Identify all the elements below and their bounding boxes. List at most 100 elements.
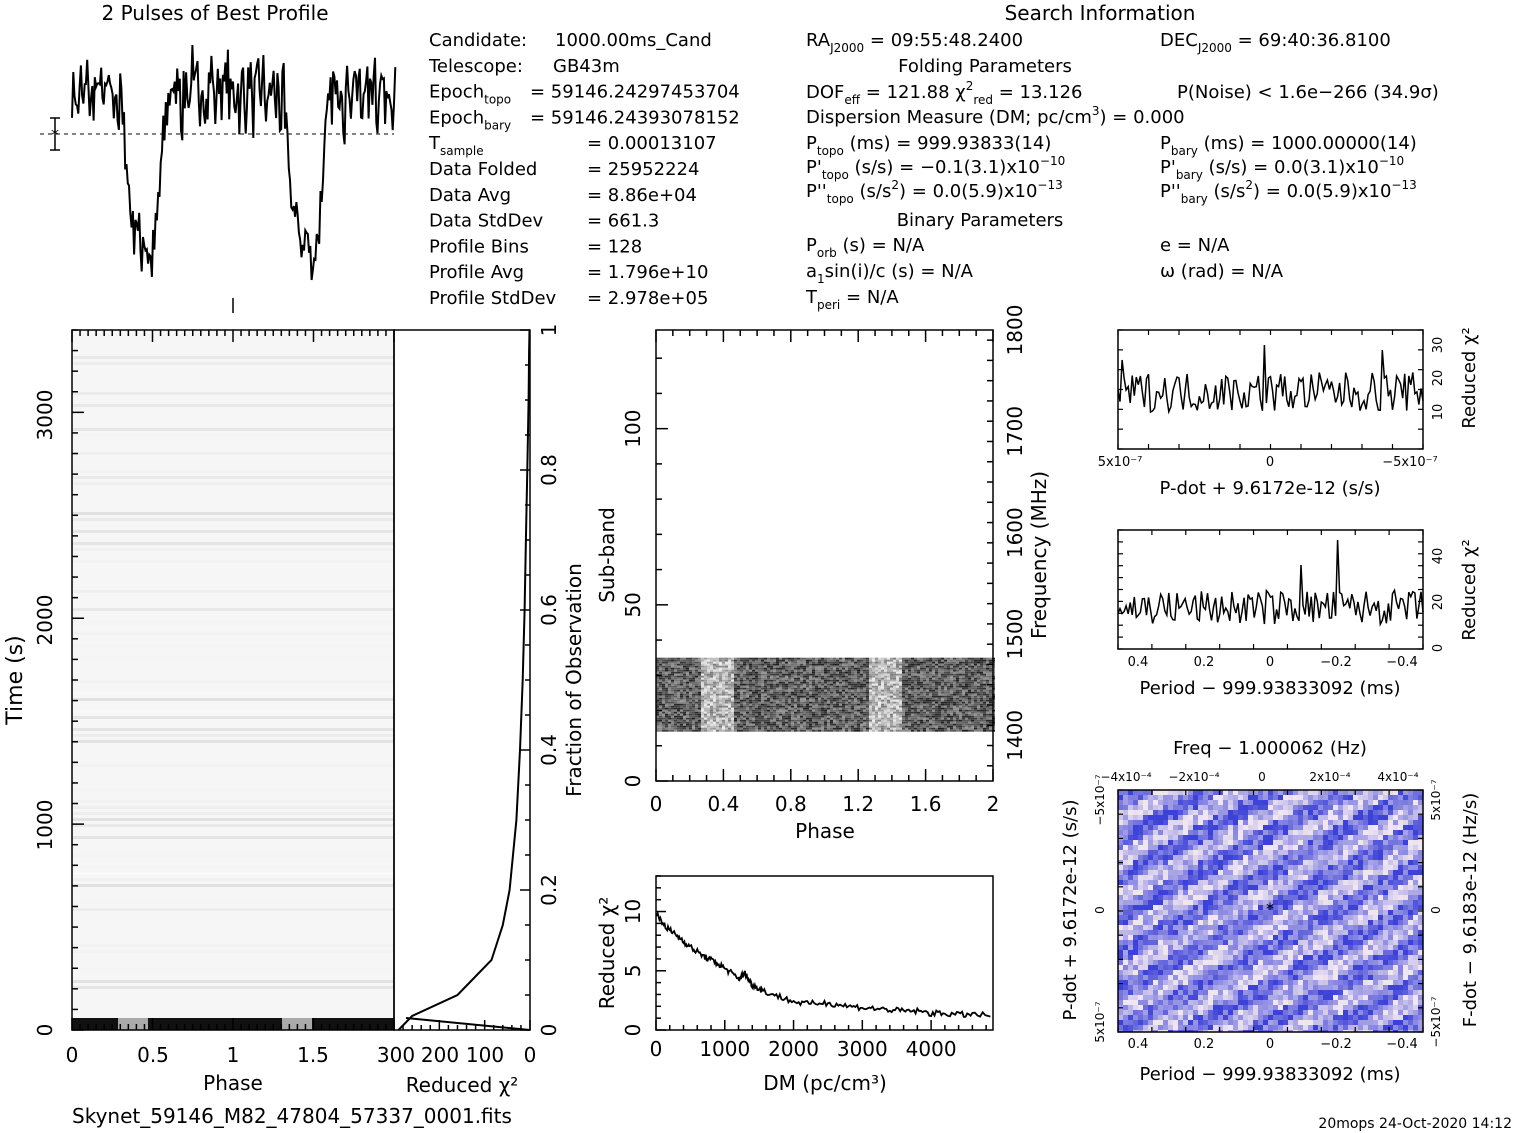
subband-pixel [941, 661, 944, 664]
subband-pixel [902, 695, 905, 698]
subband-pixel [962, 657, 965, 660]
subband-pixel [710, 691, 713, 694]
subband-pixel [947, 721, 950, 724]
subband-pixel [710, 727, 713, 730]
subband-pixel [662, 701, 665, 704]
subband-pixel [761, 675, 764, 678]
map-cell [1123, 800, 1128, 805]
subband-pixel [902, 715, 905, 718]
subband-pixel [917, 657, 920, 660]
subband-pixel [908, 727, 911, 730]
subband-pixel [914, 727, 917, 730]
subband-pixel [803, 717, 806, 720]
subband-pixel [905, 725, 908, 728]
subband-pixel [794, 717, 797, 720]
subband-pixel [833, 713, 836, 716]
subband-pixel [818, 705, 821, 708]
subband-pixel [701, 667, 704, 670]
subband-pixel [866, 695, 869, 698]
ra-row: RAJ2000 = 09:55:48.2400 [806, 30, 1023, 55]
subband-pixel [824, 663, 827, 666]
subband-pixel [821, 707, 824, 710]
subband-pixel [860, 693, 863, 696]
subband-pixel [980, 667, 983, 670]
subband-pixel [950, 689, 953, 692]
subband-pixel [719, 691, 722, 694]
subband-pixel [806, 679, 809, 682]
subband-pixel [938, 693, 941, 696]
subband-pixel [878, 717, 881, 720]
subband-pixel [662, 665, 665, 668]
map-cell [1148, 805, 1153, 810]
subband-pixel [878, 685, 881, 688]
subband-pixel [692, 713, 695, 716]
subband-pixel [854, 729, 857, 732]
subband-pixel [884, 709, 887, 712]
subband-pixel [674, 695, 677, 698]
subband-pixel [812, 725, 815, 728]
subband-pixel [956, 687, 959, 690]
subband-pixel [767, 675, 770, 678]
subband-pixel [788, 681, 791, 684]
subband-pixel [887, 685, 890, 688]
subband-pixel [851, 659, 854, 662]
subband-pixel [710, 673, 713, 676]
subband-pixel [926, 721, 929, 724]
subband-pixel [854, 705, 857, 708]
subband-pixel [782, 723, 785, 726]
subband-pixel [827, 715, 830, 718]
subband-pixel [659, 703, 662, 706]
subband-pixel [704, 719, 707, 722]
map-cell [1293, 790, 1298, 795]
subband-pixel [857, 687, 860, 690]
subband-pixel [716, 687, 719, 690]
subband-pixel [986, 711, 989, 714]
subband-pixel [689, 729, 692, 732]
subband-pixel [818, 679, 821, 682]
subband-pixel [746, 693, 749, 696]
subband-pixel [674, 689, 677, 692]
subband-pixel [872, 677, 875, 680]
subband-pixel [689, 727, 692, 730]
map-cell [1218, 805, 1223, 810]
subband-pixel [911, 725, 914, 728]
subband-pixel [779, 683, 782, 686]
subband-pixel [959, 665, 962, 668]
subband-pixel [929, 669, 932, 672]
subband-pixel [965, 657, 968, 660]
subband-pixel [731, 715, 734, 718]
subband-pixel [932, 677, 935, 680]
subband-pixel [821, 677, 824, 680]
subband-pixel [989, 709, 992, 712]
subband-pixel [821, 691, 824, 694]
subband-pixel [842, 711, 845, 714]
info-left-label-10: Profile StdDev [429, 288, 557, 309]
subband-pixel [761, 695, 764, 698]
subband-pixel [743, 685, 746, 688]
subband-pixel [890, 681, 893, 684]
subband-pixel [890, 677, 893, 680]
map-cell [1303, 795, 1308, 800]
subband-pixel [782, 659, 785, 662]
subband-pixel [941, 699, 944, 702]
subband-pixel [779, 711, 782, 714]
subband-pixel [917, 723, 920, 726]
subband-pixel [866, 685, 869, 688]
subband-pixel [821, 721, 824, 724]
subband-pixel [749, 667, 752, 670]
subband-pixel [659, 689, 662, 692]
subband-pixel [818, 661, 821, 664]
subband-pixel [821, 657, 824, 660]
subband-pixel [692, 707, 695, 710]
subband-pixel [899, 697, 902, 700]
subband-pixel [674, 727, 677, 730]
subband-pixel [815, 675, 818, 678]
subband-pixel [707, 683, 710, 686]
subband-pixel [815, 701, 818, 704]
subband-pixel [911, 677, 914, 680]
subband-pixel [776, 685, 779, 688]
subband-pixel [716, 661, 719, 664]
subband-pixel [956, 699, 959, 702]
subband-pixel [977, 683, 980, 686]
